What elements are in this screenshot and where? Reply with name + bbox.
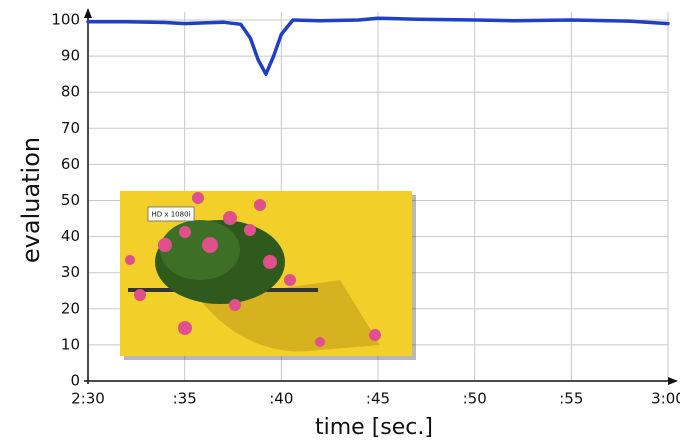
x-tick-label: 3:00 xyxy=(651,390,680,408)
x-tick-label: :35 xyxy=(173,390,197,408)
inset-label: HD x 1080i xyxy=(151,211,190,219)
x-tick-label: :40 xyxy=(269,390,293,408)
y-tick-label: 60 xyxy=(61,155,80,173)
y-tick-label: 100 xyxy=(51,11,80,29)
y-tick-label: 40 xyxy=(61,227,80,245)
x-axis-title: time [sec.] xyxy=(315,415,433,440)
y-tick-label: 50 xyxy=(61,191,80,209)
y-tick-label: 20 xyxy=(61,299,80,317)
inset-label-box xyxy=(147,206,195,222)
x-tick-label: :55 xyxy=(559,390,583,408)
inset-flowers xyxy=(125,192,381,347)
x-tick-label: :45 xyxy=(366,390,390,408)
inset-photo: HD x 1080i xyxy=(120,191,416,360)
y-tick-label: 80 xyxy=(61,83,80,101)
data-line xyxy=(86,16,670,76)
x-tick-label: :50 xyxy=(463,390,487,408)
y-tick-label: 30 xyxy=(61,263,80,281)
y-axis-title: evaluation xyxy=(17,137,45,263)
y-axis-arrow xyxy=(84,8,92,18)
x-axis-arrow xyxy=(668,377,678,385)
y-tick-label: 70 xyxy=(61,119,80,137)
y-tick-label: 90 xyxy=(61,47,80,65)
x-tick-label: 2:30 xyxy=(71,390,105,408)
y-tick-label: 10 xyxy=(61,335,80,353)
y-tick-label: 0 xyxy=(70,372,80,390)
inset-foliage xyxy=(160,220,240,280)
